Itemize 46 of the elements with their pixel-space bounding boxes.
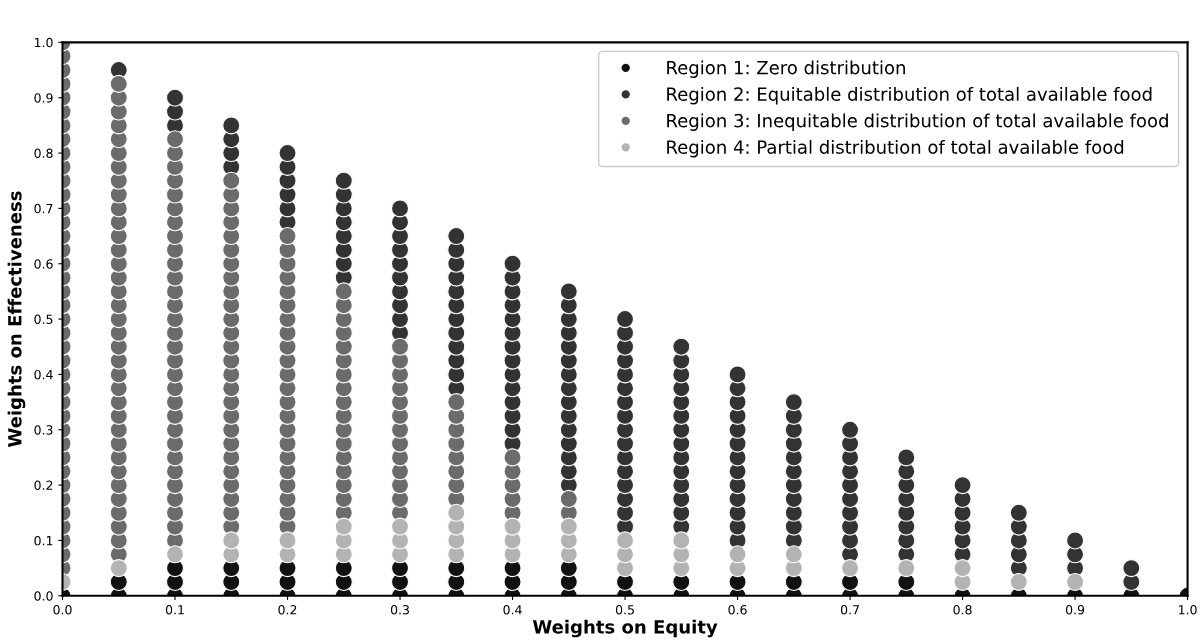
legend-label: Region 4: Partial distribution of total available food [667, 139, 1124, 158]
x-tick-label: 0.1 [165, 605, 184, 615]
x-axis-title: Weights on Equity [532, 619, 718, 638]
y-tick-label: 0.0 [34, 591, 53, 601]
y-tick-label: 0.1 [34, 535, 53, 546]
y-tick-label: 0.2 [34, 480, 53, 491]
point [503, 517, 522, 536]
point [897, 559, 916, 578]
y-tick-label: 0.8 [34, 148, 53, 158]
point [1009, 572, 1028, 592]
x-tick-label: 0.2 [278, 605, 297, 615]
point [1066, 572, 1085, 592]
y-axis-title: Weights on Effectiveness [7, 191, 26, 448]
point [953, 559, 972, 578]
legend-label: Region 1: Zero distribution [667, 60, 905, 78]
x-tick-label: 0.4 [503, 605, 522, 615]
point [165, 545, 185, 564]
point [559, 517, 578, 536]
y-tick-label: 0.7 [34, 203, 53, 214]
point [109, 559, 128, 578]
point [222, 531, 241, 550]
y-tick-label: 0.3 [34, 425, 53, 435]
x-tick-label: 0.9 [1065, 605, 1085, 615]
legend-label: Region 3: Inequitable distribution of total available food [667, 113, 1168, 131]
y-tick-label: 0.5 [34, 314, 53, 324]
y-tick-label: 0.4 [34, 369, 53, 380]
x-tick-label: 0.3 [390, 605, 409, 615]
x-tick-label: 0.7 [840, 605, 859, 615]
point [447, 503, 466, 522]
y-tick-label: 0.6 [34, 259, 53, 269]
x-tick-label: 0.8 [953, 605, 972, 615]
legend-label: Region 2: Equitable distribution of total available food [667, 86, 1152, 105]
x-tick-label: 0.0 [53, 605, 72, 615]
point [334, 517, 353, 536]
point [390, 517, 410, 536]
point [278, 531, 297, 550]
point [784, 545, 803, 564]
point [728, 545, 747, 564]
point [840, 559, 860, 578]
point [615, 531, 635, 550]
x-tick-label: 1.0 [1179, 605, 1197, 615]
y-tick-label: 1.0 [34, 37, 53, 48]
point [672, 531, 691, 550]
x-tick-label: 0.6 [728, 605, 747, 615]
y-tick-label: 0.9 [34, 93, 53, 103]
x-tick-label: 0.5 [615, 605, 634, 615]
